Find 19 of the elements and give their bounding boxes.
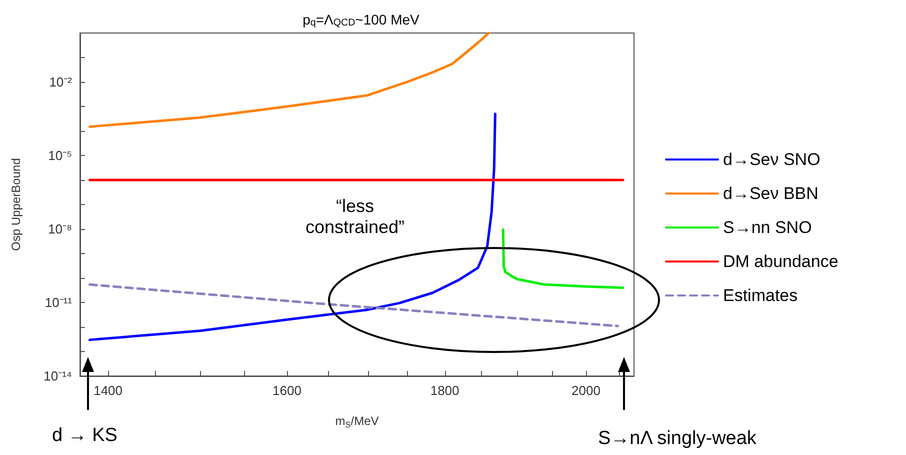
y-tick-label: 10⁻²	[49, 74, 73, 90]
y-tick-label: 10⁻¹⁴	[44, 368, 72, 384]
legend-label: d→Seν SNO	[723, 150, 820, 169]
legend-label: Estimates	[723, 286, 798, 305]
y-tick-label: 10⁻⁸	[48, 222, 72, 236]
x-tick-label: 2000	[572, 383, 600, 398]
line-series	[502, 228, 624, 289]
x-tick-label: 1400	[94, 383, 123, 398]
y-axis-title: Osp UpperBound	[9, 158, 23, 251]
text: d → KS	[52, 425, 118, 447]
y-tick-label: 10⁻⁵	[48, 148, 72, 163]
x-tick-label: 1800	[430, 383, 460, 398]
legend-label: d→Seν BBN	[723, 184, 818, 203]
annotation: “less constrained”	[304, 196, 406, 238]
legend-label: DM abundance	[723, 252, 838, 271]
legend-label: S→nn SNO	[723, 218, 812, 237]
x-tick-label: 1600	[272, 383, 302, 398]
text: S→nΛ singly-weak	[598, 428, 756, 450]
y-tick-label: 10⁻¹¹	[44, 295, 73, 310]
